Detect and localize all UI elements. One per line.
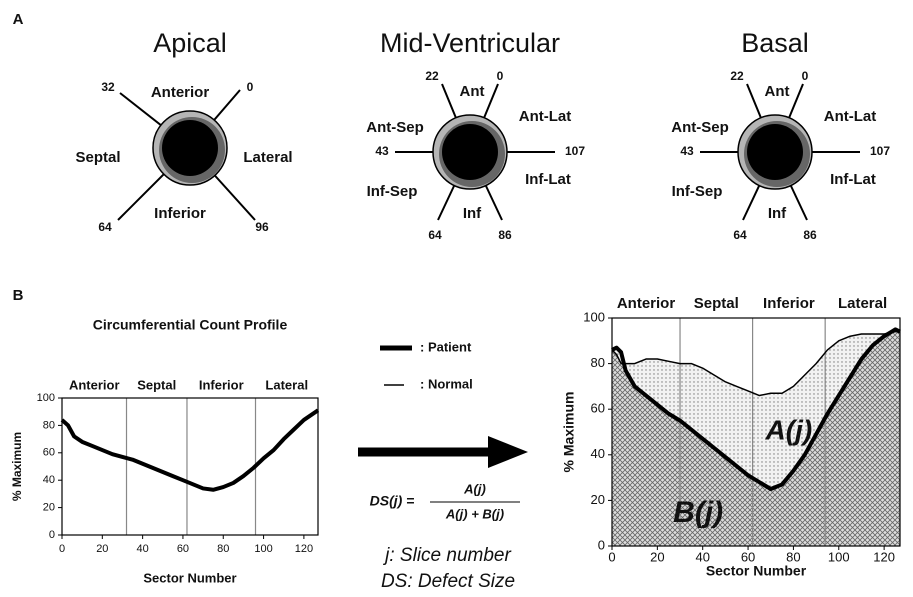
boundary-label: 22: [730, 69, 744, 83]
boundary-label: 107: [870, 144, 890, 158]
x-tick-label: 40: [695, 549, 709, 564]
note: j: Slice number: [382, 545, 511, 566]
ring-title: Basal: [741, 28, 809, 58]
formula-denominator: A(j) + B(j): [445, 506, 504, 521]
boundary-label: 0: [802, 69, 809, 83]
chart-title: Circumferential Count Profile: [93, 317, 288, 333]
plot-frame: [61, 397, 319, 536]
segment-label: Inf: [463, 205, 482, 222]
y-tick-label: 20: [43, 502, 55, 514]
y-tick-label: 40: [43, 474, 55, 486]
area-label: B(j): [673, 496, 723, 529]
y-tick-label: 20: [591, 492, 605, 507]
formula-lhs: DS(j) =: [370, 493, 415, 509]
x-tick-label: 100: [828, 549, 850, 564]
segment-label: Inferior: [154, 205, 206, 222]
legend-label: : Normal: [420, 376, 473, 391]
x-tick-label: 120: [873, 549, 895, 564]
x-tick-label: 20: [650, 549, 664, 564]
segment-label: Inf-Lat: [830, 171, 876, 188]
boundary-label: 22: [425, 69, 439, 83]
x-tick-label: 80: [786, 549, 800, 564]
ring-core: [747, 124, 803, 180]
boundary-label: 32: [101, 80, 115, 94]
legend-label: : Patient: [420, 339, 472, 354]
x-tick-label: 100: [254, 543, 272, 555]
x-tick-label: 60: [741, 549, 755, 564]
x-tick-label: 80: [217, 543, 229, 555]
segment-label: Ant-Lat: [824, 108, 877, 125]
x-tick-label: 120: [295, 543, 313, 555]
y-axis-label: % Maximum: [10, 432, 24, 501]
formula-numerator: A(j): [463, 481, 486, 496]
region-label: Inferior: [763, 295, 815, 312]
boundary-label: 107: [565, 144, 585, 158]
region-label: Anterior: [617, 295, 676, 312]
y-tick-label: 80: [591, 355, 605, 370]
y-tick-label: 100: [583, 309, 605, 324]
y-tick-label: 0: [49, 529, 55, 541]
series-line: [611, 327, 901, 491]
region-label: Lateral: [265, 377, 308, 392]
note: DS: Defect Size: [381, 571, 515, 592]
boundary-label: 86: [803, 228, 817, 242]
segment-label: Ant-Sep: [366, 119, 424, 136]
x-tick-label: 20: [96, 543, 108, 555]
region-label: Inferior: [199, 377, 244, 392]
boundary-label: 86: [498, 228, 512, 242]
ring-core: [442, 124, 498, 180]
boundary-label: 64: [98, 220, 112, 234]
segment-label: Lateral: [243, 149, 292, 166]
segment-label: Ant: [460, 83, 485, 100]
plot-frame: [611, 317, 901, 547]
boundary-label: 43: [375, 144, 389, 158]
arrow-head: [488, 436, 528, 468]
y-tick-label: 60: [43, 447, 55, 459]
series-line: [611, 330, 900, 397]
y-tick-label: 100: [37, 392, 55, 404]
y-tick-label: 80: [43, 419, 55, 431]
y-tick-label: 60: [591, 401, 605, 416]
x-axis-label: Sector Number: [706, 563, 807, 579]
ring-core: [162, 120, 218, 176]
segment-label: Ant-Lat: [519, 108, 572, 125]
region-label: Lateral: [838, 295, 887, 312]
ring-title: Apical: [153, 28, 227, 58]
region-label: Septal: [137, 377, 176, 392]
x-tick-label: 0: [608, 549, 615, 564]
panel-label: B: [13, 287, 24, 304]
boundary-label: 64: [733, 228, 747, 242]
area-b: [612, 329, 900, 546]
region-label: Septal: [694, 295, 739, 312]
segment-label: Inf-Sep: [367, 183, 418, 200]
x-tick-label: 40: [137, 543, 149, 555]
region-label: Anterior: [69, 377, 120, 392]
segment-label: Inf-Sep: [672, 183, 723, 200]
y-tick-label: 40: [591, 446, 605, 461]
y-tick-label: 0: [598, 537, 605, 552]
boundary-label: 0: [247, 80, 254, 94]
x-axis-label: Sector Number: [143, 570, 236, 585]
segment-label: Ant-Sep: [671, 119, 729, 136]
x-tick-label: 60: [177, 543, 189, 555]
ring-title: Mid-Ventricular: [380, 28, 560, 58]
segment-label: Inf-Lat: [525, 171, 571, 188]
boundary-label: 96: [255, 220, 269, 234]
panel-label: A: [13, 11, 24, 28]
y-axis-label: % Maximum: [561, 392, 577, 473]
area-label: A(j): [765, 414, 813, 445]
boundary-label: 43: [680, 144, 694, 158]
boundary-label: 64: [428, 228, 442, 242]
boundary-label: 0: [497, 69, 504, 83]
segment-label: Anterior: [151, 84, 210, 101]
segment-label: Ant: [765, 83, 790, 100]
x-tick-label: 0: [59, 543, 65, 555]
segment-label: Inf: [768, 205, 787, 222]
series-line: [60, 408, 320, 492]
area-a: [612, 329, 900, 489]
segment-label: Septal: [75, 149, 120, 166]
